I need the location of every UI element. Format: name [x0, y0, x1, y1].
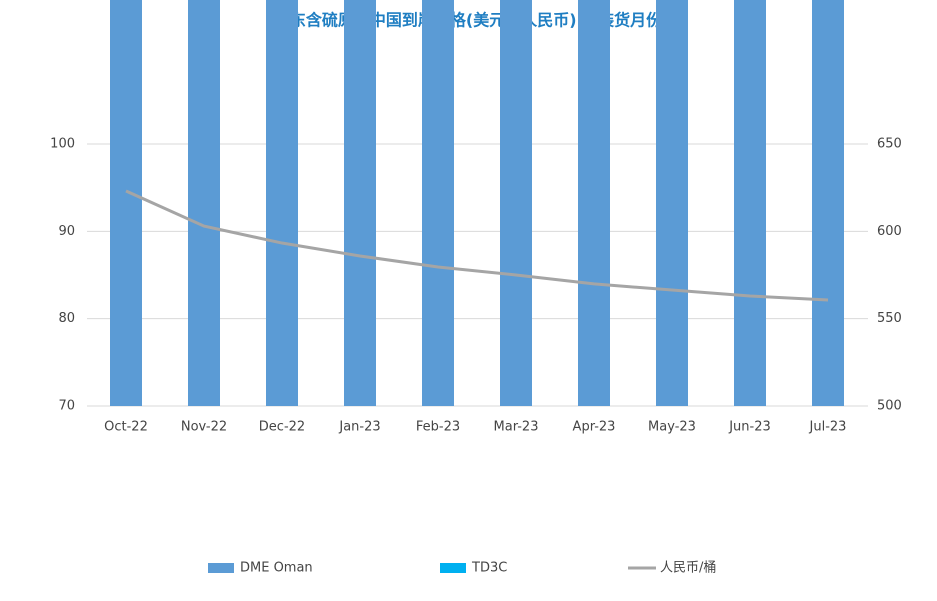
bar: [656, 0, 688, 407]
legend-swatch: [208, 563, 234, 573]
y-tick-label: 80: [58, 311, 75, 326]
y-tick-label: 70: [58, 399, 75, 414]
x-tick-label: May-23: [648, 420, 696, 435]
x-tick-label: Jul-23: [809, 420, 847, 435]
x-tick-label: Dec-22: [259, 420, 305, 435]
y2-tick-label: 600: [877, 224, 902, 239]
x-tick-label: Feb-23: [416, 420, 460, 435]
x-tick-label: Jan-23: [338, 420, 380, 435]
bar: [266, 0, 298, 407]
legend-label: 人民币/桶: [660, 561, 716, 576]
y-tick-label: 100: [50, 137, 75, 152]
x-tick-label: Mar-23: [494, 420, 539, 435]
x-tick-label: Jun-23: [728, 420, 771, 435]
legend-label: DME Oman: [240, 561, 313, 576]
bar: [344, 0, 376, 407]
y2-tick-label: 550: [877, 311, 902, 326]
y2-tick-label: 500: [877, 399, 902, 414]
bar: [500, 0, 532, 406]
bar: [578, 0, 610, 406]
bar: [734, 0, 766, 406]
y-tick-label: 90: [58, 224, 75, 239]
bar: [188, 0, 220, 407]
y2-tick-label: 650: [877, 137, 902, 152]
bar: [110, 0, 142, 406]
bar: [422, 0, 454, 406]
x-tick-label: Oct-22: [104, 420, 148, 435]
line-series: [125, 189, 829, 302]
x-tick-label: Nov-22: [181, 420, 227, 435]
legend-swatch: [440, 563, 466, 573]
legend-label: TD3C: [471, 561, 507, 576]
bar: [812, 0, 844, 406]
x-tick-label: Apr-23: [573, 420, 616, 435]
